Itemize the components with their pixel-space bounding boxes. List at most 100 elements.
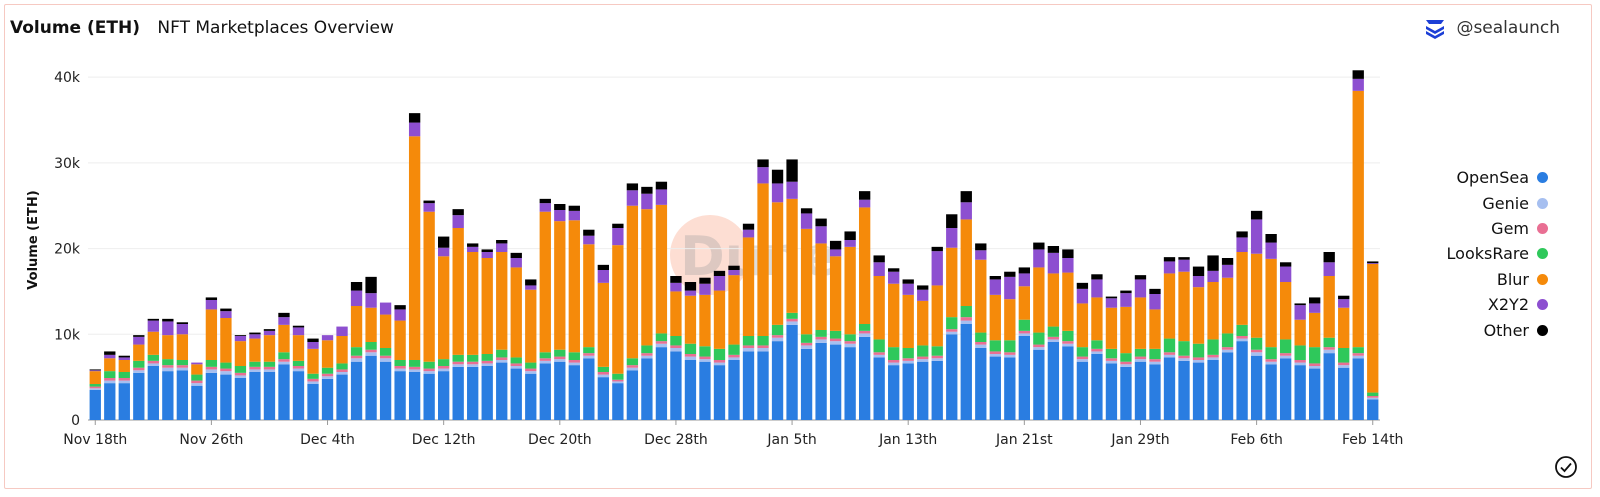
bar-segment-other [1018, 267, 1030, 274]
bar-segment-gem [438, 366, 450, 369]
bar-segment-looksrare [1004, 340, 1016, 353]
bar-segment-x2y2 [321, 335, 334, 341]
bar-segment-blur [394, 320, 406, 360]
bar-segment-gem [147, 360, 159, 364]
bar-segment-looksrare [379, 348, 392, 356]
bar-segment-other [873, 255, 885, 263]
bar-segment-gem [1192, 357, 1205, 360]
bar-segment-other [292, 325, 305, 328]
bar-segment-genie [583, 355, 595, 359]
bar-segment-opensea [1323, 353, 1335, 420]
bar-segment-opensea [307, 384, 319, 420]
bar-segment-other [800, 208, 813, 214]
bar-segment-genie [1338, 365, 1350, 368]
bar-segment-blur [1062, 272, 1074, 331]
bar-segment-gem [292, 366, 305, 369]
bar-segment-genie [612, 381, 624, 384]
bar-segment-x2y2 [1091, 279, 1103, 298]
legend-item-blur[interactable]: Blur [1447, 267, 1548, 292]
bar-segment-looksrare [713, 348, 726, 360]
bar-segment-genie [989, 354, 1001, 357]
bar-segment-gem [1062, 341, 1074, 344]
bar-segment-other [583, 229, 595, 236]
y-tick-label: 30k [54, 156, 81, 172]
bar-segment-opensea [438, 371, 450, 420]
bar-segment-opensea [1367, 399, 1379, 420]
bar-segment-genie [321, 376, 334, 379]
bar-segment-opensea [960, 324, 972, 420]
bar-segment-other [118, 355, 130, 358]
legend-label: X2Y2 [1487, 295, 1529, 315]
bar-segment-x2y2 [423, 203, 435, 212]
legend-item-genie[interactable]: Genie [1447, 190, 1548, 215]
bar-segment-x2y2 [1163, 261, 1176, 274]
bar-segment-opensea [1018, 336, 1030, 420]
bar-segment-genie [902, 360, 914, 364]
bar-segment-x2y2 [771, 183, 784, 203]
bar-segment-opensea [176, 370, 189, 420]
bar-segment-looksrare [481, 354, 493, 361]
legend-item-opensea[interactable]: OpenSea [1447, 165, 1548, 190]
bar-segment-opensea [655, 347, 668, 420]
bar-segment-opensea [394, 371, 406, 420]
bar-segment-blur [829, 256, 842, 331]
legend-item-other[interactable]: Other [1447, 317, 1548, 342]
brand-handle[interactable]: @sealaunch [1424, 17, 1560, 39]
bar-segment-looksrare [888, 347, 900, 360]
bar-segment-x2y2 [263, 330, 276, 336]
bar-segment-genie [829, 341, 842, 345]
bar-segment-blur [1221, 277, 1234, 334]
bar-segment-x2y2 [902, 283, 914, 295]
bar-segment-opensea [554, 361, 566, 420]
bar-segment-looksrare [307, 373, 319, 379]
bar-segment-x2y2 [568, 210, 580, 221]
bar-segment-opensea [1294, 365, 1306, 420]
bar-segment-gem [1352, 353, 1364, 356]
legend-item-looksrare[interactable]: LooksRare [1447, 241, 1548, 266]
bar-segment-blur [220, 318, 232, 363]
bar-segment-other [699, 277, 711, 284]
bar-segment-opensea [757, 351, 769, 420]
bar-segment-other [539, 198, 551, 204]
bar-segment-x2y2 [946, 228, 958, 248]
legend-item-x2y2[interactable]: X2Y2 [1447, 292, 1548, 317]
bar-segment-genie [1207, 357, 1219, 360]
bar-segment-other [1120, 290, 1132, 294]
bar-segment-opensea [800, 348, 813, 420]
bar-segment-x2y2 [815, 226, 827, 244]
legend-dot-icon [1537, 172, 1548, 184]
bar-segment-other [307, 338, 319, 342]
bar-segment-other [989, 276, 1001, 280]
bar-segment-opensea [133, 372, 145, 420]
bar-segment-x2y2 [1047, 252, 1060, 274]
bar-segment-gem [844, 341, 856, 344]
bar-segment-blur [1265, 258, 1277, 348]
legend-item-gem[interactable]: Gem [1447, 216, 1548, 241]
check-circle-icon[interactable] [1554, 455, 1578, 479]
bar-segment-other [1047, 246, 1060, 253]
bar-segment-genie [104, 380, 116, 384]
bar-segment-other [452, 209, 464, 216]
bar-segment-other [626, 183, 639, 191]
bar-segment-blur [728, 275, 740, 345]
bar-segment-opensea [104, 383, 116, 420]
bar-segment-other [728, 265, 740, 270]
bar-segment-gem [597, 372, 610, 375]
bar-segment-looksrare [162, 359, 174, 366]
bar-segment-blur [365, 307, 377, 342]
bar-segment-genie [1250, 352, 1263, 356]
bar-segment-x2y2 [989, 279, 1001, 295]
bar-segment-other [1178, 257, 1190, 260]
bar-segment-opensea [539, 363, 551, 420]
bar-segment-blur [1236, 252, 1248, 325]
bar-segment-genie [408, 369, 421, 372]
bar-segment-other [1033, 242, 1045, 250]
y-tick-label: 10k [54, 327, 81, 343]
bar-segment-gem [1047, 336, 1060, 340]
legend-dot-icon [1537, 324, 1548, 336]
bar-segment-gem [1091, 348, 1103, 352]
bar-segment-looksrare [147, 354, 159, 361]
bar-segment-blur [873, 276, 885, 340]
bar-segment-gem [713, 360, 726, 363]
